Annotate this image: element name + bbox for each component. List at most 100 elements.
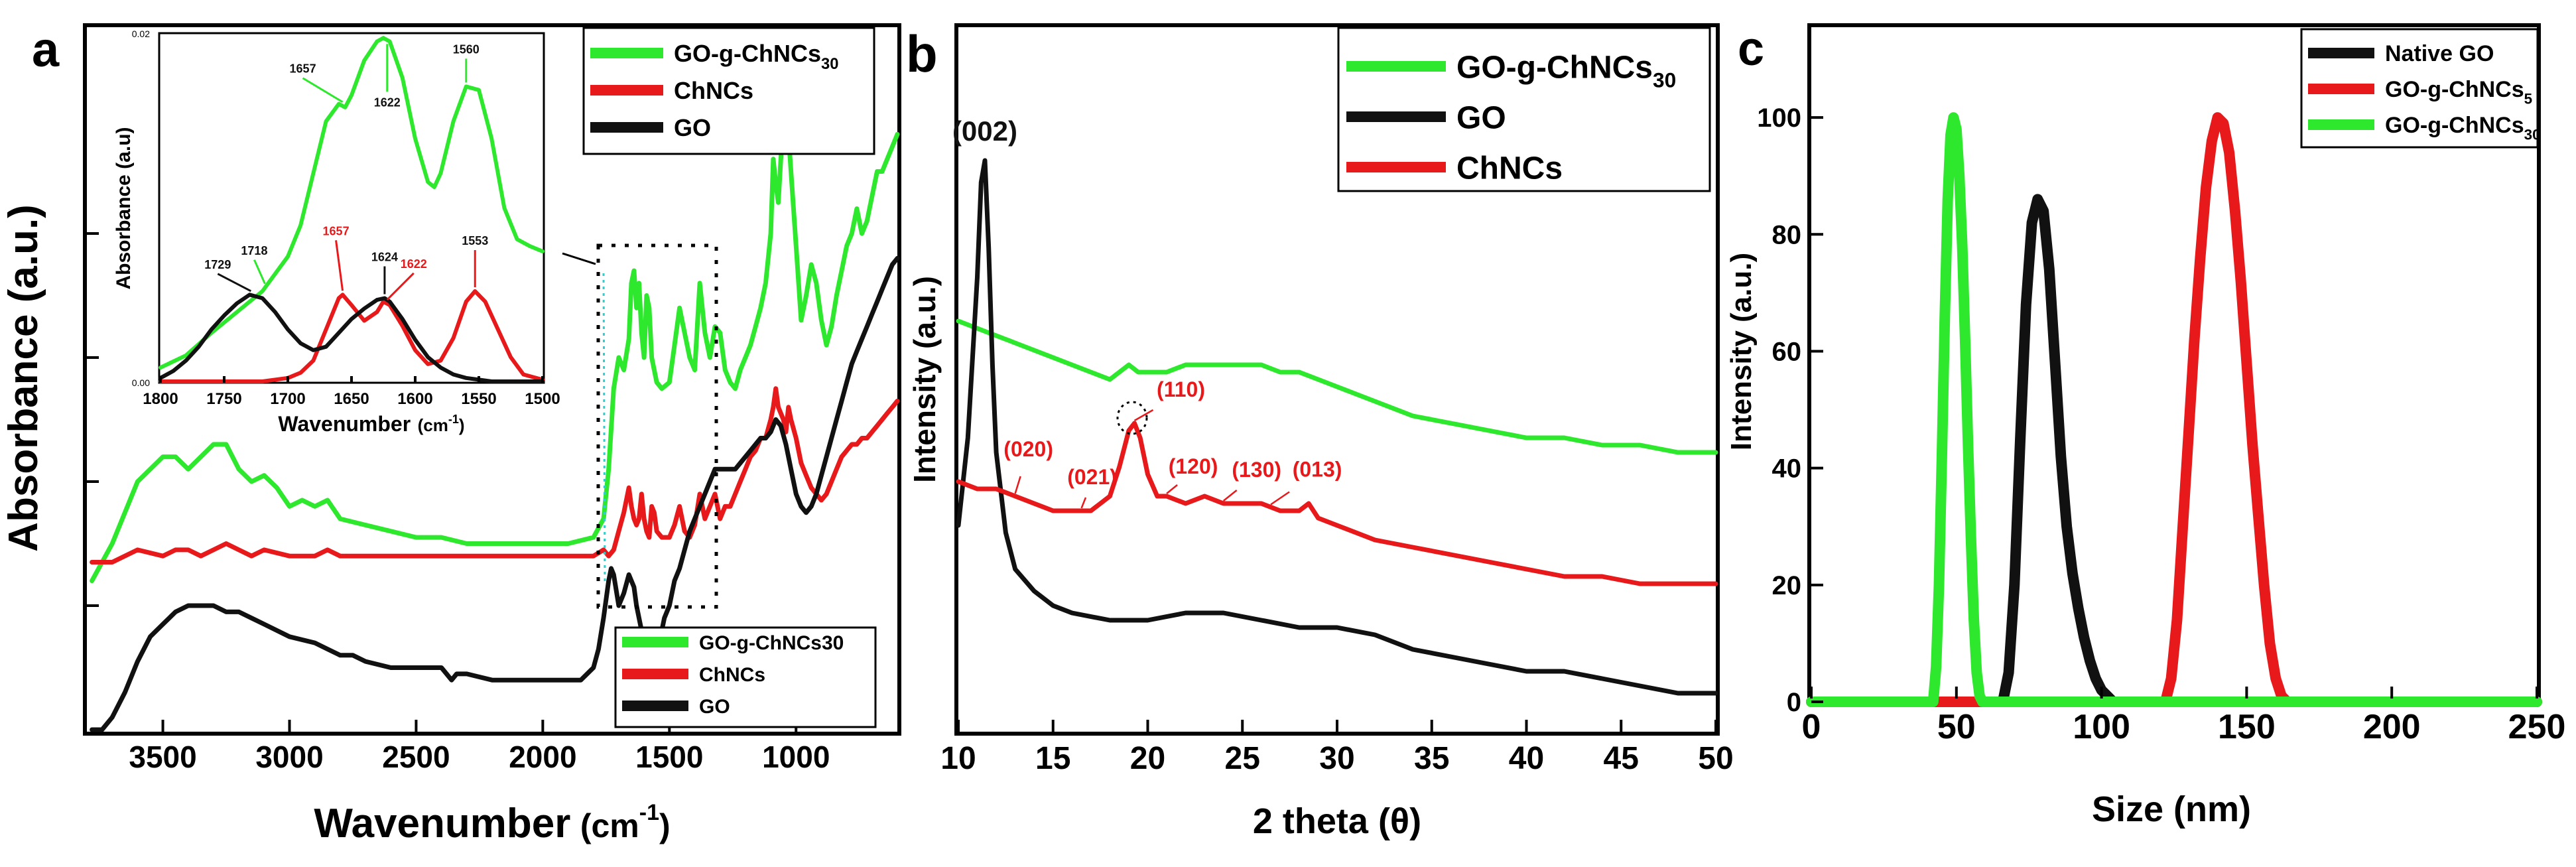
panel-a-x-tick-label: 1000: [762, 740, 830, 774]
panel-b-x-tick-label: 10: [940, 741, 976, 776]
panel-a-x-axis-unit: (cm: [580, 807, 639, 844]
panel-c-x-axis-label: Size (nm): [2092, 789, 2251, 829]
panel-b-x-tick-label: 40: [1509, 741, 1544, 776]
panel-c-series-go-g-chncs30: [1806, 112, 2542, 707]
panel-c-legend-label-go-g-chncs30: GO-g-ChNCs30: [2385, 113, 2541, 143]
panel-c-legend: Native GO GO-g-ChNCs5 GO-g-ChNCs30: [2300, 28, 2541, 149]
panel-a-inset-y-tick-bottom: 0.00: [132, 377, 150, 388]
panel-a-x-tick-label: 3500: [129, 740, 196, 774]
panel-b-legend-label-go: GO: [1456, 100, 1506, 135]
panel-a-x-axis-unit-close: ): [659, 807, 671, 844]
panel-c-label: c: [1738, 23, 1764, 76]
panel-c-legend-label-native-go: Native GO: [2385, 41, 2494, 66]
panel-b-x-tick-label: 25: [1225, 741, 1260, 776]
panel-b-x-axis-label: 2 theta (θ): [1253, 801, 1421, 841]
panel-c-x-tick-label: 250: [2508, 708, 2566, 746]
panel-b-series-go-g-chncs30: [956, 318, 1718, 455]
panel-a-inset-annotation-1657: 1657: [290, 62, 316, 76]
panel-a-inset-x-axis-unit-exp: -1: [448, 413, 459, 426]
panel-c-legend-label-go-g-chncs5: GO-g-ChNCs5: [2385, 77, 2532, 107]
panel-c-series: [1806, 112, 2542, 707]
panel-a-inset-y-axis-label: Absorbance (a.u): [113, 127, 135, 289]
panel-c-series-native-go: [1806, 194, 2542, 707]
panel-c-y-tick-label: 60: [1772, 337, 1802, 366]
panel-a-inset-annotation-1657: 1657: [323, 224, 350, 237]
panel-a-inset-annotation-arrow: [253, 259, 266, 285]
panel-a-top-legend-label-go: GO: [674, 114, 711, 141]
panel-c-x-tick-label: 50: [1937, 708, 1976, 746]
panel-b-x-ticks: 10 15 20 25 30 35 40 45 50: [940, 720, 1734, 776]
panel-a-inset-annotation-1624: 1624: [371, 250, 398, 263]
panel-a-inset-annotation-1718: 1718: [241, 244, 267, 257]
panel-b-highlight-circle: [1116, 401, 1148, 435]
panel-a-zoom-guide: [602, 273, 606, 583]
panel-b-annotation-002: (002): [952, 115, 1017, 147]
panel-a-top-legend-label-chncs: ChNCs: [674, 77, 753, 104]
panel-b-annotation-arrow: [1014, 476, 1021, 494]
panel-a-inset-annotation-1622: 1622: [374, 96, 401, 109]
panel-a-inset-x-tick-label: 1600: [397, 390, 432, 408]
panel-a-x-tick-label: 3000: [255, 740, 323, 774]
panel-a-inset-x-tick-label: 1550: [461, 390, 496, 408]
panel-b-annotation-arrow: [1222, 490, 1238, 501]
panel-a-inset-x-tick-label: 1650: [334, 390, 369, 408]
panel-a-inset-annotation-1560: 1560: [453, 42, 480, 56]
panel-a-y-axis-label: Absorbance (a.u.): [1, 204, 46, 552]
panel-b-annotation-110: (110): [1157, 377, 1205, 401]
panel-c-y-axis-label: Intensity (a.u.): [1725, 253, 1758, 450]
panel-a-series-chncs: [90, 386, 900, 565]
panel-a-inset-y-tick-top: 0.02: [132, 29, 150, 39]
panel-a-inset-series-go-g-chncs30: [159, 36, 545, 370]
panel-a-inset-annotation-arrow: [386, 272, 415, 300]
panel-a-x-tick-label: 2500: [382, 740, 450, 774]
panel-b-annotation-020: (020): [1003, 437, 1053, 461]
panel-b-x-tick-label: 20: [1130, 741, 1165, 776]
panel-b-annotation-013: (013): [1293, 458, 1342, 482]
panel-b-series: [956, 158, 1718, 696]
panel-a-top-legend-label-go-g-chncs30: GO-g-ChNCs30: [674, 40, 838, 73]
panel-a-x-tick-label: 2000: [509, 740, 576, 774]
panel-c-legend-entries: Native GO GO-g-ChNCs5 GO-g-ChNCs30: [2308, 41, 2541, 143]
panel-b-series-chncs: [956, 421, 1718, 586]
panel-a-inset-series-go: [159, 293, 545, 383]
panel-a-inset-annotation-arrow: [217, 273, 252, 293]
panel-a-inset-x-tick-label: 1800: [143, 390, 178, 408]
panel-c-y-tick-label: 20: [1772, 571, 1802, 600]
panel-c-x-tick-label: 0: [1802, 708, 1821, 746]
panel-b-annotation-021: (021): [1067, 465, 1117, 489]
panel-a-legend-top: GO-g-ChNCs30 ChNCs GO: [582, 27, 875, 155]
panel-a-bottom-legend-label-chncs: ChNCs: [699, 664, 765, 686]
panel-a-inset-x-tick-label: 1750: [206, 390, 241, 408]
panel-a-zoom-connector: [562, 252, 596, 265]
panel-b-x-tick-label: 50: [1698, 741, 1733, 776]
panel-a-x-tick-label: 1500: [635, 740, 703, 774]
panel-b-y-axis-label: Intensity (a.u.): [907, 276, 942, 483]
panel-b-series-go: [956, 158, 1718, 696]
panel-b-legend-label-chncs: ChNCs: [1456, 151, 1563, 186]
panel-a-inset-series: [159, 36, 545, 383]
panel-a-inset-annotation-arrow: [335, 240, 344, 291]
panel-b-annotation-120: (120): [1169, 454, 1218, 478]
panel-a-inset-x-ticks: 1800 1750 1700 1650 1600 1550 1500: [143, 376, 560, 408]
panel-c-y-tick-label: 80: [1772, 220, 1802, 249]
panel-c-x-tick-label: 150: [2218, 708, 2276, 746]
panel-b-annotations: (002) (020) (021) (110) (120) (130) (013): [952, 115, 1342, 509]
panel-c-x-tick-label: 100: [2073, 708, 2130, 746]
panel-c-y-tick-label: 40: [1772, 454, 1802, 484]
panel-a-bottom-legend-label-go: GO: [699, 696, 730, 718]
panel-a-y-ticks: [87, 232, 99, 607]
panel-a-x-axis-label-text: Wavenumber: [314, 801, 570, 846]
panel-b-label: b: [906, 25, 938, 83]
panel-a: a 3500 3000 2500 2000 1500 1000 Absorbance (a…: [1, 22, 901, 846]
panel-a-x-ticks: 3500 3000 2500 2000 1500 1000: [129, 720, 830, 774]
panel-b-annotation-arrow: [1080, 497, 1087, 509]
panel-c: c 0 50 100 150 200 250 0 20 40 60 80 100 Intensity…: [1725, 23, 2565, 829]
panel-a-legend-bottom-entries: GO-g-ChNCs30 ChNCs GO: [622, 632, 844, 718]
panel-c-x-ticks: 0 50 100 150 200 250: [1802, 687, 2566, 746]
panel-a-legend-top-entries: GO-g-ChNCs30 ChNCs GO: [590, 40, 838, 141]
panel-a-inset-annotation-1729: 1729: [204, 258, 231, 271]
panel-a-x-axis-unit-exp: -1: [639, 800, 659, 825]
panel-b-legend-entries: GO-g-ChNCs30 GO ChNCs: [1346, 50, 1676, 186]
panel-a-inset-annotation-1553: 1553: [462, 234, 488, 247]
